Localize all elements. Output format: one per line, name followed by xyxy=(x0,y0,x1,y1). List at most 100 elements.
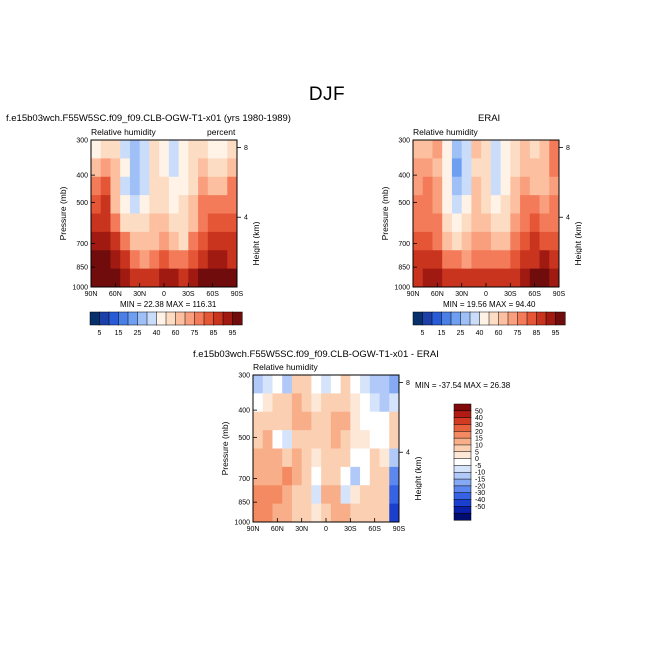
colorbar-swatch xyxy=(526,311,538,326)
y-tick-label: 300 xyxy=(238,373,250,380)
heatmap-cell xyxy=(217,195,228,214)
heatmap-cell xyxy=(389,375,400,394)
heatmap-cell xyxy=(139,268,150,288)
heatmap-cell xyxy=(321,430,332,449)
heatmap-cell xyxy=(149,140,160,159)
colorbar-swatch xyxy=(545,311,557,326)
heatmap-cell xyxy=(262,485,273,505)
heatmap-cell xyxy=(120,231,131,251)
colorbar-swatch xyxy=(453,410,472,419)
heatmap-cell xyxy=(301,375,312,394)
heatmap-cell xyxy=(110,176,121,196)
heatmap-cell xyxy=(360,466,371,486)
heatmap-cell xyxy=(178,231,189,251)
colorbar-label: 30 xyxy=(475,422,483,429)
heatmap-cell xyxy=(168,176,179,196)
heatmap-cell xyxy=(100,158,111,178)
heatmap-cell xyxy=(360,393,371,413)
y-tick-label: 300 xyxy=(76,138,88,145)
heatmap-cell xyxy=(311,485,322,505)
heatmap-cell xyxy=(389,448,400,468)
y-tick-label: 850 xyxy=(76,265,88,272)
colorbar-swatch xyxy=(118,311,129,326)
heatmap-cell xyxy=(159,250,170,270)
heatmap-cell xyxy=(451,213,463,233)
heatmap-cell xyxy=(360,448,371,468)
heatmap-cell xyxy=(272,466,283,486)
heatmap-cell xyxy=(520,140,531,159)
heatmap-cell xyxy=(291,393,303,413)
heatmap-cell xyxy=(510,213,521,233)
colorbar-swatch xyxy=(175,311,186,326)
heatmap-cell xyxy=(481,268,492,288)
x-tick-label: 60S xyxy=(368,526,381,533)
colorbar-label: -30 xyxy=(475,490,485,497)
heatmap-cell xyxy=(529,213,540,233)
heatmap-cell xyxy=(129,176,141,196)
heatmap-cell xyxy=(129,158,141,178)
heatmap-cell xyxy=(188,213,199,233)
colorbar-label: -20 xyxy=(475,483,485,490)
heatmap-cell xyxy=(500,213,511,233)
heatmap-cell xyxy=(481,195,492,214)
x-tick-label: 90S xyxy=(553,291,566,298)
heatmap-cell xyxy=(198,140,209,159)
heatmap-cell xyxy=(188,268,199,288)
x-tick-label: 30N xyxy=(455,291,468,298)
heatmap-cell xyxy=(321,375,332,394)
heatmap-cell xyxy=(207,140,218,159)
heatmap-cell xyxy=(321,485,332,505)
panel-1-colorbar: 5 15 25 40 60 75 85 95 xyxy=(89,311,243,337)
heatmap-cell xyxy=(282,411,293,431)
heatmap-cell xyxy=(321,503,332,523)
y-tick-label: 500 xyxy=(238,435,250,442)
heatmap-cell xyxy=(432,158,443,178)
heatmap-cell xyxy=(350,375,361,394)
colorbar-label: 10 xyxy=(475,442,483,449)
heatmap-cell xyxy=(120,140,131,159)
y2-axis-label: Height (km) xyxy=(251,221,260,265)
heatmap-cell xyxy=(227,250,238,270)
x-tick-label: 0 xyxy=(162,291,166,298)
colorbar-swatch xyxy=(453,499,472,507)
heatmap-cell xyxy=(110,250,121,270)
heatmap-cell xyxy=(253,375,264,394)
panel-3-title: f.e15b03wch.F55W5SC.f09_f09.CLB-OGW-T1-x… xyxy=(193,349,439,360)
heatmap-cell xyxy=(451,268,463,288)
colorbar-label: 15 xyxy=(475,436,483,443)
colorbar-label: 25 xyxy=(134,330,142,337)
y-tick-label: 500 xyxy=(76,200,88,207)
colorbar-label: -5 xyxy=(475,463,481,470)
heatmap-cell xyxy=(413,213,424,233)
heatmap-cell xyxy=(451,250,463,270)
x-tick-label: 0 xyxy=(324,526,328,533)
heatmap-cell xyxy=(91,195,102,214)
heatmap-cell xyxy=(340,430,351,449)
heatmap-cell xyxy=(301,503,312,523)
heatmap-cell xyxy=(129,195,141,214)
heatmap-cell xyxy=(451,231,463,251)
heatmap-cell xyxy=(549,195,560,214)
heatmap-cell xyxy=(481,231,492,251)
heatmap-cell xyxy=(330,393,341,413)
heatmap-cell xyxy=(282,466,293,486)
heatmap-cell xyxy=(311,411,322,431)
heatmap-cell xyxy=(422,231,433,251)
panel-2-colorbar: 5 15 25 40 60 75 85 95 xyxy=(412,311,566,337)
heatmap-cell xyxy=(350,503,361,523)
colorbar-swatch xyxy=(137,311,148,326)
heatmap-cell xyxy=(422,140,433,159)
heatmap-cell xyxy=(490,231,501,251)
x-tick-label: 30N xyxy=(295,526,308,533)
y2-tick-label: 4 xyxy=(406,450,410,457)
heatmap-cell xyxy=(520,213,531,233)
heatmap-cell xyxy=(282,503,293,523)
heatmap-cell xyxy=(291,411,303,431)
x-tick-label: 30S xyxy=(344,526,357,533)
heatmap-cell xyxy=(110,231,121,251)
heatmap-cell xyxy=(490,195,501,214)
heatmap-cell xyxy=(110,140,121,159)
heatmap-cell xyxy=(91,176,102,196)
colorbar-swatch xyxy=(479,311,490,326)
